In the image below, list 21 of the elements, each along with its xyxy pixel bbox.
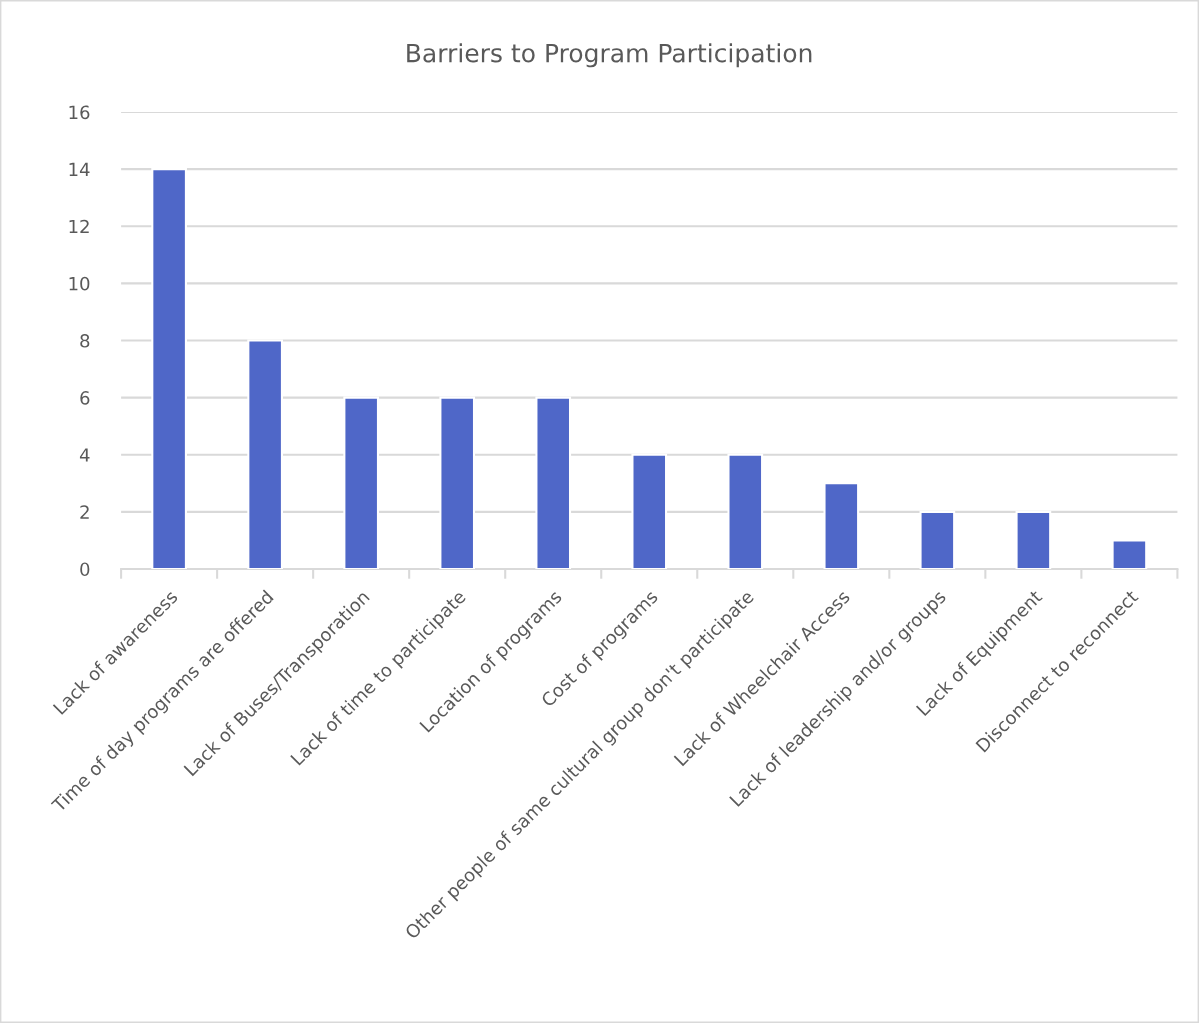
y-tick-label: 14: [69, 162, 90, 176]
y-tick-label: 8: [80, 333, 90, 348]
y-tick-label: 4: [79, 448, 90, 462]
bar: [247, 339, 283, 569]
bar: [343, 396, 380, 569]
chart-title: Barriers to Program Participation: [407, 43, 812, 68]
y-tick-label: 12: [69, 219, 89, 234]
y-tick-label: 6: [80, 391, 90, 405]
bar: [727, 453, 764, 569]
bar: [535, 396, 572, 569]
y-tick-label: 10: [69, 276, 90, 291]
bar: [631, 453, 668, 569]
bar: [439, 396, 476, 569]
bar: [151, 168, 187, 569]
y-tick-label: 0: [80, 562, 90, 577]
bar: [823, 482, 860, 569]
bar: [1111, 539, 1148, 569]
y-tick-label: 16: [69, 105, 90, 120]
bar: [1015, 510, 1052, 569]
y-tick-label: 2: [80, 505, 89, 519]
bar: [919, 510, 956, 569]
